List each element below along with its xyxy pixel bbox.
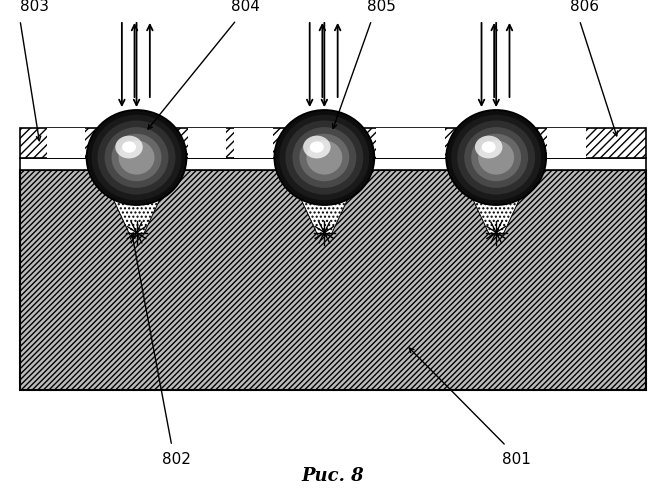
Ellipse shape [97,120,175,194]
Bar [20,170,646,390]
Ellipse shape [446,110,546,205]
Ellipse shape [91,115,181,200]
Ellipse shape [115,136,143,158]
Ellipse shape [292,127,356,188]
Ellipse shape [87,110,186,205]
Ellipse shape [122,142,136,152]
Bar [406,128,445,158]
Ellipse shape [105,127,168,188]
Bar [47,128,85,158]
Polygon shape [111,195,162,235]
Bar [547,128,586,158]
Ellipse shape [306,140,342,174]
Text: 802: 802 [162,452,191,468]
Ellipse shape [482,142,496,152]
Polygon shape [299,195,350,235]
Ellipse shape [475,136,502,158]
Bar [376,128,414,158]
Bar [188,128,226,158]
Ellipse shape [303,136,330,158]
Ellipse shape [310,142,324,152]
Ellipse shape [299,134,349,181]
Text: 805: 805 [366,0,396,14]
Ellipse shape [280,115,369,200]
Ellipse shape [285,120,364,194]
Ellipse shape [274,110,374,205]
Bar [20,128,646,158]
Ellipse shape [464,127,528,188]
Ellipse shape [478,140,514,174]
Ellipse shape [457,120,535,194]
Ellipse shape [472,134,521,181]
Ellipse shape [119,140,155,174]
Polygon shape [471,195,521,235]
Bar [234,128,273,158]
Text: 804: 804 [230,0,260,14]
Text: 801: 801 [501,452,531,468]
Ellipse shape [452,115,541,200]
Text: Рис. 8: Рис. 8 [302,467,364,485]
Text: 803: 803 [20,0,49,14]
Bar [20,158,646,170]
Text: 806: 806 [570,0,599,14]
Ellipse shape [112,134,161,181]
